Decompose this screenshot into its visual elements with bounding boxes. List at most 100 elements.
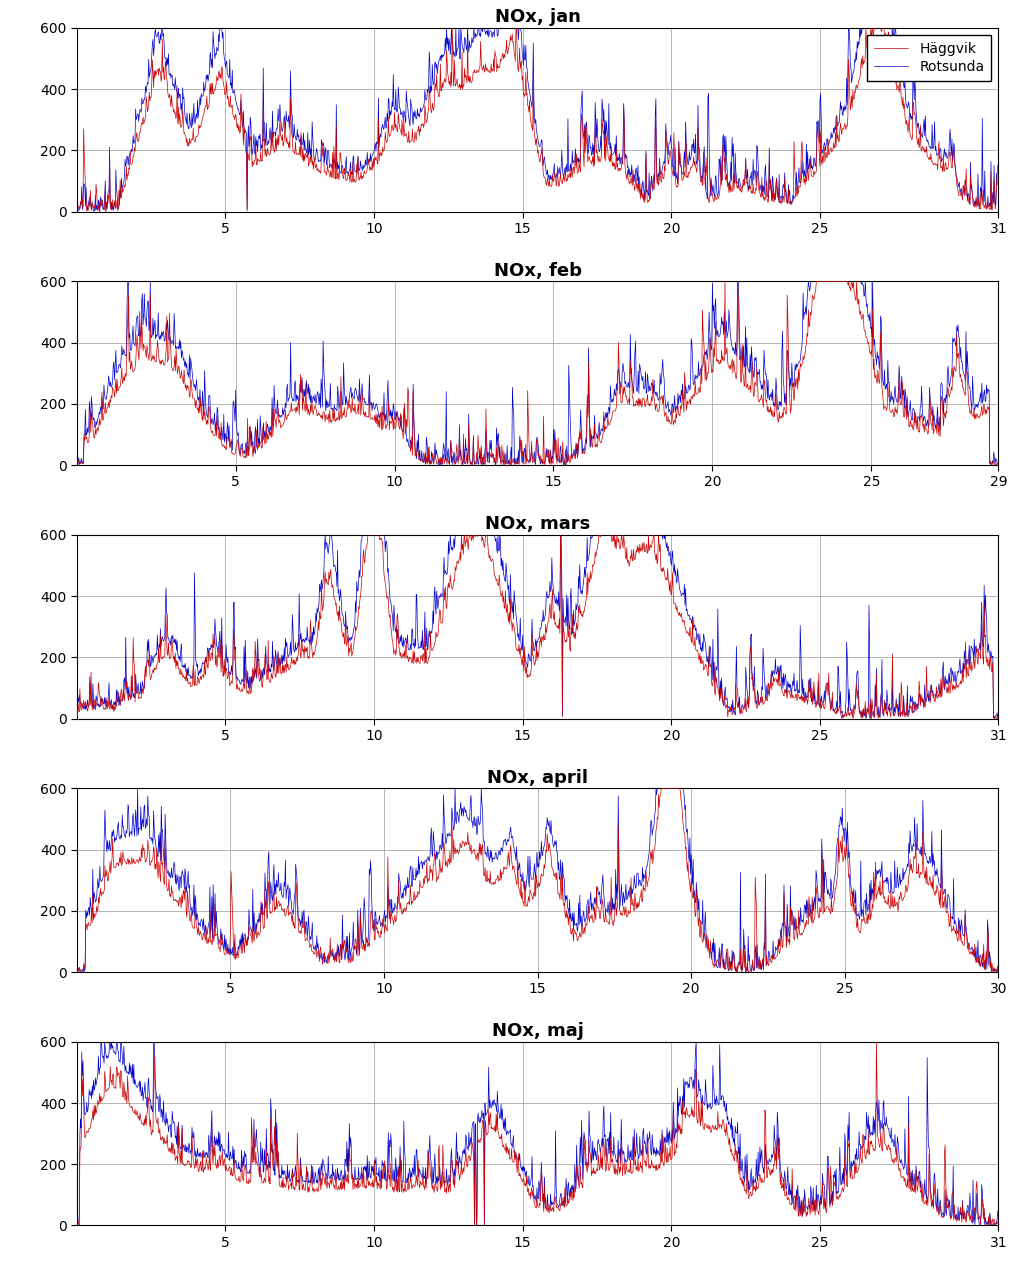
Rotsunda	[338, 165, 350, 180]
Rotsunda	[131, 781, 143, 796]
Häggvik	[767, 1157, 779, 1172]
Rotsunda	[71, 965, 83, 980]
Häggvik	[688, 389, 700, 404]
Häggvik	[980, 1218, 992, 1233]
Häggvik	[253, 1170, 265, 1185]
Rotsunda	[71, 200, 83, 215]
Rotsunda	[870, 20, 883, 35]
Häggvik	[985, 965, 997, 980]
Häggvik	[71, 456, 83, 471]
Häggvik	[675, 398, 687, 413]
Häggvik	[991, 157, 1004, 172]
Häggvik	[71, 1217, 83, 1232]
Rotsunda	[234, 438, 247, 453]
Rotsunda	[991, 1204, 1004, 1219]
Rotsunda	[988, 1218, 1000, 1233]
Rotsunda	[310, 395, 323, 410]
Rotsunda	[337, 1172, 349, 1188]
Häggvik	[336, 628, 348, 643]
Title: NOx, mars: NOx, mars	[485, 515, 590, 533]
Title: NOx, april: NOx, april	[487, 768, 588, 786]
Häggvik	[870, 667, 883, 682]
Häggvik	[362, 527, 375, 542]
Häggvik	[289, 400, 301, 415]
Rotsunda	[802, 900, 814, 915]
Häggvik	[420, 1180, 432, 1195]
Rotsunda	[88, 204, 100, 219]
Rotsunda	[75, 965, 87, 980]
Häggvik	[234, 449, 247, 465]
Title: NOx, jan: NOx, jan	[495, 9, 581, 27]
Rotsunda	[675, 382, 687, 398]
Rotsunda	[238, 104, 250, 119]
Rotsunda	[337, 609, 349, 624]
Rotsunda	[991, 958, 1004, 974]
Rotsunda	[71, 454, 83, 470]
Häggvik	[768, 674, 780, 689]
Line: Häggvik: Häggvik	[77, 1042, 997, 1225]
Line: Rotsunda: Rotsunda	[77, 1042, 997, 1225]
Häggvik	[870, 20, 883, 35]
Häggvik	[71, 709, 83, 724]
Rotsunda	[236, 671, 248, 686]
Häggvik	[446, 20, 459, 35]
Häggvik	[719, 273, 731, 289]
Line: Häggvik: Häggvik	[77, 789, 997, 972]
Line: Rotsunda: Rotsunda	[77, 534, 997, 719]
Rotsunda	[884, 885, 896, 900]
Häggvik	[991, 1217, 1004, 1232]
Häggvik	[991, 457, 1004, 472]
Rotsunda	[254, 1165, 266, 1180]
Häggvik	[466, 457, 478, 472]
Häggvik	[420, 115, 432, 130]
Häggvik	[236, 1162, 248, 1177]
Rotsunda	[870, 1094, 883, 1109]
Rotsunda	[380, 908, 392, 923]
Title: NOx, feb: NOx, feb	[494, 262, 582, 280]
Line: Rotsunda: Rotsunda	[77, 28, 997, 211]
Häggvik	[768, 194, 780, 209]
Rotsunda	[991, 711, 1004, 727]
Häggvik	[421, 655, 433, 670]
Rotsunda	[421, 620, 433, 636]
Line: Häggvik: Häggvik	[77, 28, 997, 211]
Rotsunda	[156, 20, 168, 35]
Häggvik	[869, 1133, 882, 1148]
Häggvik	[991, 963, 1004, 979]
Rotsunda	[870, 661, 883, 676]
Rotsunda	[443, 457, 456, 472]
Häggvik	[802, 915, 814, 931]
Rotsunda	[769, 192, 781, 208]
Rotsunda	[682, 833, 694, 848]
Häggvik	[883, 899, 895, 914]
Rotsunda	[768, 667, 780, 682]
Häggvik	[336, 165, 348, 180]
Title: NOx, maj: NOx, maj	[492, 1022, 584, 1041]
Häggvik	[253, 674, 265, 689]
Rotsunda	[255, 143, 267, 158]
Rotsunda	[253, 666, 265, 681]
Rotsunda	[426, 444, 438, 460]
Rotsunda	[421, 81, 433, 96]
Häggvik	[71, 962, 83, 977]
Häggvik	[336, 1181, 348, 1196]
Rotsunda	[421, 1170, 433, 1185]
Häggvik	[253, 153, 265, 168]
Rotsunda	[71, 1218, 83, 1233]
Häggvik	[870, 1034, 883, 1050]
Häggvik	[425, 453, 437, 468]
Line: Häggvik: Häggvik	[77, 534, 997, 719]
Rotsunda	[237, 1160, 249, 1175]
Häggvik	[991, 708, 1004, 723]
Rotsunda	[276, 890, 289, 905]
Rotsunda	[122, 273, 134, 289]
Häggvik	[309, 400, 322, 415]
Rotsunda	[991, 177, 1004, 192]
Häggvik	[236, 105, 248, 120]
Rotsunda	[688, 373, 700, 389]
Legend: Häggvik, Rotsunda: Häggvik, Rotsunda	[866, 34, 991, 81]
Line: Häggvik: Häggvik	[77, 281, 997, 465]
Häggvik	[253, 928, 265, 943]
Rotsunda	[991, 456, 1004, 471]
Line: Rotsunda: Rotsunda	[77, 281, 997, 465]
